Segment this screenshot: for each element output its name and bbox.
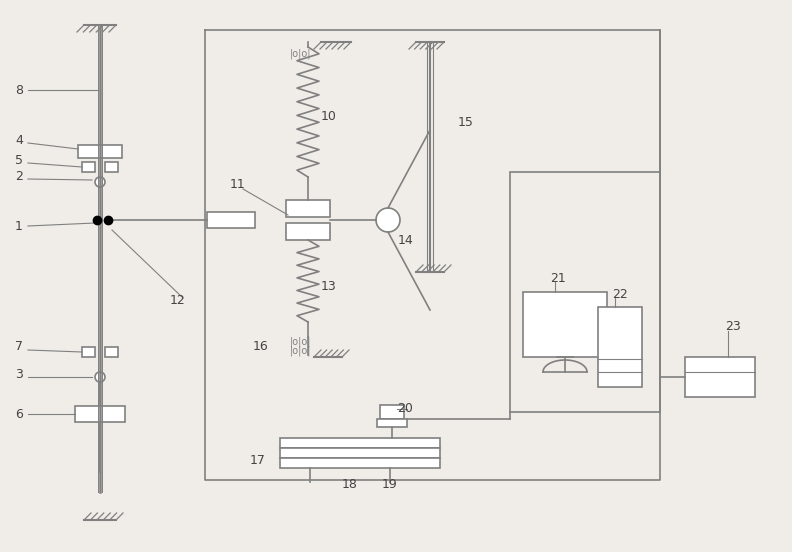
Text: 11: 11 [230, 178, 246, 190]
Text: |o|o|: |o|o| [290, 49, 311, 59]
Bar [280, 438, 440, 448]
Text: |o|o|: |o|o| [290, 337, 311, 347]
Text: 12: 12 [170, 294, 186, 306]
Text: 23: 23 [725, 321, 741, 333]
Bar [523, 292, 607, 357]
Text: 4: 4 [15, 134, 23, 146]
Text: 7: 7 [15, 341, 23, 353]
Circle shape [376, 208, 400, 232]
Text: 3: 3 [15, 369, 23, 381]
Text: 18: 18 [342, 477, 358, 491]
Bar [105, 162, 118, 172]
Text: 6: 6 [15, 407, 23, 421]
Bar [82, 162, 95, 172]
Bar [380, 405, 404, 419]
Circle shape [95, 372, 105, 382]
Text: 16: 16 [253, 339, 268, 353]
Bar [510, 172, 660, 412]
Bar [78, 145, 122, 158]
Text: 14: 14 [398, 233, 413, 247]
Text: 22: 22 [612, 289, 628, 301]
Bar [82, 347, 95, 357]
Text: 8: 8 [15, 83, 23, 97]
Text: |o|o|: |o|o| [290, 346, 311, 356]
Bar [280, 458, 440, 468]
Text: 15: 15 [458, 115, 474, 129]
Text: 19: 19 [382, 477, 398, 491]
Bar [685, 357, 755, 397]
Text: 17: 17 [250, 454, 266, 466]
Text: 20: 20 [397, 402, 413, 416]
Bar [105, 347, 118, 357]
Bar [286, 200, 330, 217]
Bar [280, 448, 440, 458]
Text: 13: 13 [321, 280, 337, 294]
Text: 2: 2 [15, 171, 23, 183]
Bar [598, 307, 642, 387]
Bar [377, 419, 407, 427]
Text: 10: 10 [321, 110, 337, 124]
Bar [286, 223, 330, 240]
Text: 1: 1 [15, 220, 23, 233]
Bar [75, 406, 125, 422]
Text: 21: 21 [550, 273, 565, 285]
Text: 5: 5 [15, 153, 23, 167]
Circle shape [95, 177, 105, 187]
Bar [207, 212, 255, 228]
